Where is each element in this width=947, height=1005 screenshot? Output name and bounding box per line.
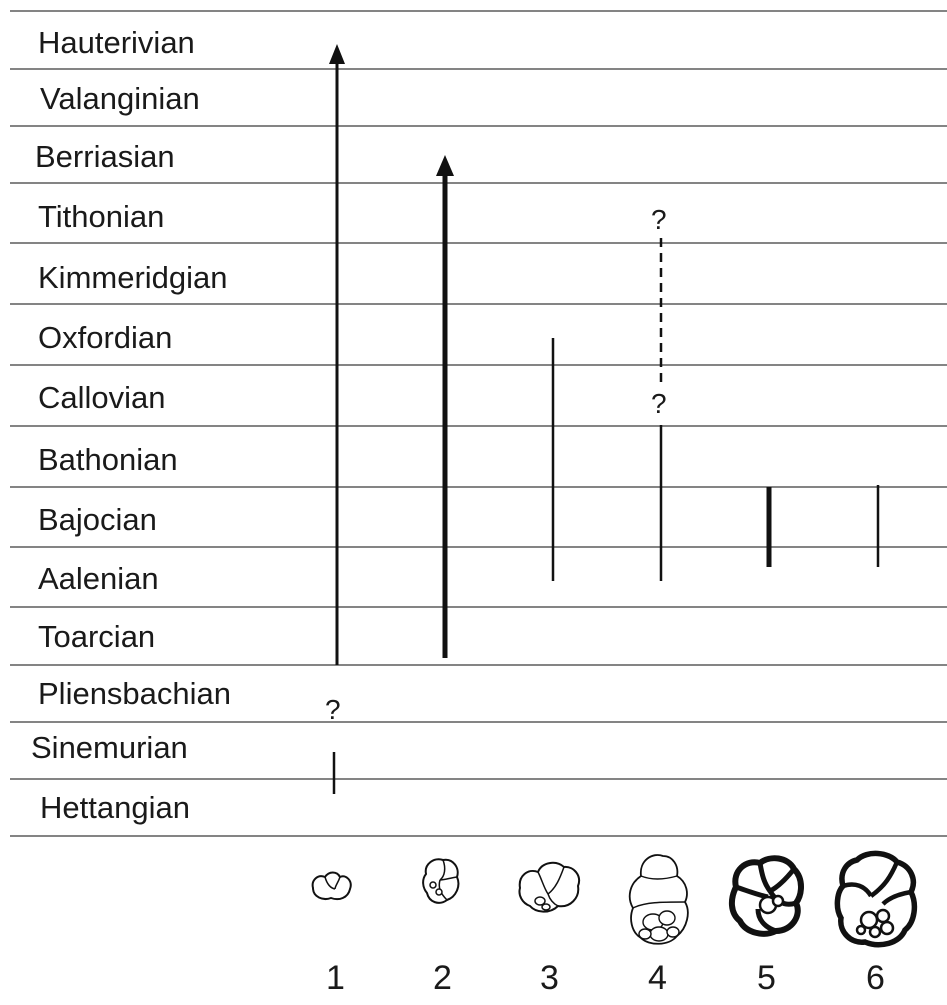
stage-label-valanginian: Valanginian xyxy=(40,81,200,116)
stage-boundaries xyxy=(10,10,947,837)
uncertain-marker-upper: ? xyxy=(651,204,667,235)
shell-taxon-5-icon xyxy=(728,855,804,937)
stage-label-pliensbachian: Pliensbachian xyxy=(38,676,231,711)
range-taxon-2 xyxy=(436,155,454,658)
shell-taxon-3-icon xyxy=(518,861,580,913)
range-taxon-1: ? xyxy=(325,44,345,794)
shell-taxon-2-icon xyxy=(422,858,460,904)
stage-labels: Hauterivian Valanginian Berriasian Titho… xyxy=(31,25,231,825)
taxon-label-5: 5 xyxy=(757,959,776,997)
stage-label-hauterivian: Hauterivian xyxy=(38,25,195,60)
stage-label-oxfordian: Oxfordian xyxy=(38,320,172,355)
stage-label-hettangian: Hettangian xyxy=(40,790,190,825)
shell-taxon-6-icon xyxy=(834,850,918,948)
stage-label-bajocian: Bajocian xyxy=(38,502,157,537)
stage-label-sinemurian: Sinemurian xyxy=(31,730,188,765)
taxon-label-4: 4 xyxy=(648,959,667,997)
shell-taxon-4-icon xyxy=(628,854,689,945)
uncertain-marker: ? xyxy=(325,694,341,725)
stage-label-toarcian: Toarcian xyxy=(38,619,155,654)
taxon-label-3: 3 xyxy=(540,959,559,997)
stage-label-tithonian: Tithonian xyxy=(38,199,164,234)
range-arrowhead xyxy=(329,44,345,64)
taxon-label-1: 1 xyxy=(326,959,345,997)
stage-label-berriasian: Berriasian xyxy=(35,139,175,174)
taxon-label-2: 2 xyxy=(433,959,452,997)
stage-label-kimmeridgian: Kimmeridgian xyxy=(38,260,228,295)
range-taxon-4: ? ? xyxy=(651,204,667,581)
shell-illustrations xyxy=(311,850,918,948)
stage-label-bathonian: Bathonian xyxy=(38,442,178,477)
uncertain-marker-lower: ? xyxy=(651,388,667,419)
stage-label-callovian: Callovian xyxy=(38,380,166,415)
stage-label-aalenian: Aalenian xyxy=(38,561,159,596)
range-arrowhead xyxy=(436,155,454,176)
taxon-label-6: 6 xyxy=(866,959,885,997)
shell-taxon-1-icon xyxy=(311,871,352,901)
taxon-labels: 1 2 3 4 5 6 xyxy=(326,959,885,997)
